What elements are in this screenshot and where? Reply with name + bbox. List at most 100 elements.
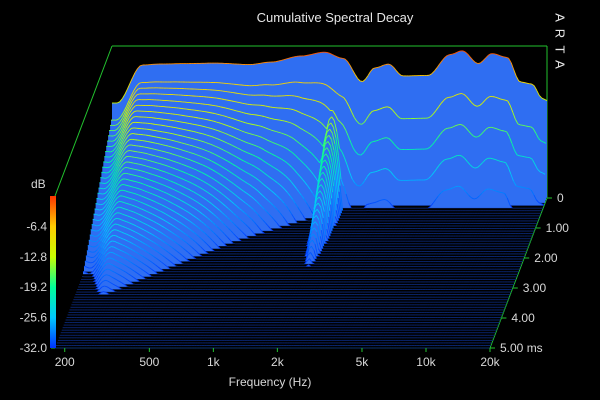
slice-curve	[218, 105, 221, 108]
slice-curve	[121, 201, 125, 204]
slice-curve	[183, 248, 187, 251]
slice-curve	[311, 227, 315, 231]
slice-curve	[117, 223, 121, 226]
slice-curve	[533, 194, 537, 201]
slice-curve	[510, 173, 514, 182]
slice-curve	[122, 195, 126, 198]
slice-curve	[258, 203, 262, 207]
slice-curve	[110, 219, 114, 224]
slice-curve	[224, 141, 228, 144]
slice-curve	[263, 208, 268, 213]
slice-curve	[170, 261, 174, 264]
slice-curve	[231, 126, 235, 129]
slice-curve	[171, 195, 175, 198]
slice-curve	[252, 208, 256, 213]
slice-curve	[113, 160, 118, 166]
slice-curve	[274, 142, 278, 145]
slice-curve	[92, 235, 96, 237]
slice-curve	[143, 183, 146, 186]
slice-curve	[101, 231, 105, 236]
slice-curve	[166, 265, 170, 269]
slice-curve	[257, 156, 261, 160]
slice-curve	[103, 238, 107, 244]
slice-curve	[301, 97, 305, 99]
slice-curve	[292, 152, 296, 156]
slice-curve	[126, 124, 131, 130]
slice-curve	[172, 188, 176, 191]
slice-curve	[489, 188, 493, 191]
slice-curve	[222, 231, 226, 236]
slice-curve	[244, 181, 248, 184]
slice-curve	[266, 211, 270, 215]
slice-curve	[459, 154, 463, 157]
slice-curve	[240, 139, 244, 142]
slice-curve	[222, 176, 227, 179]
slice-curve	[99, 248, 104, 254]
slice-curve	[491, 189, 495, 191]
slice-curve	[174, 154, 178, 156]
slice-curve	[155, 208, 159, 211]
slice-curve	[190, 152, 194, 155]
slice-curve	[116, 173, 120, 179]
slice-curve	[200, 179, 204, 182]
slice-curve	[159, 203, 162, 206]
slice-curve	[128, 95, 132, 101]
slice-curve	[377, 108, 380, 111]
slice-curve	[108, 161, 112, 163]
slice-curve	[214, 137, 218, 140]
slice-curve	[155, 188, 159, 191]
slice-curve	[272, 166, 276, 169]
slice-curve	[218, 122, 222, 124]
slice-curve	[243, 221, 247, 226]
slice-curve	[209, 176, 213, 179]
slice-curve	[345, 193, 350, 203]
slice-curve	[181, 215, 186, 219]
slice-curve	[236, 156, 240, 159]
slice-curve	[225, 133, 229, 136]
slice-curve	[132, 91, 137, 96]
slice-curve	[311, 245, 315, 251]
slice-curve	[467, 130, 472, 134]
slice-curve	[484, 97, 488, 102]
slice-curve	[322, 159, 326, 163]
slice-curve	[318, 248, 322, 255]
slice-curve	[437, 192, 442, 197]
slice-curve	[143, 216, 147, 219]
slice-curve	[137, 200, 141, 203]
slice-curve	[151, 213, 155, 216]
slice-curve	[327, 223, 331, 237]
slice-curve	[193, 191, 197, 194]
slice-curve	[476, 105, 480, 107]
slice-curve	[508, 136, 513, 144]
slice-curve	[138, 226, 142, 230]
slice-curve	[150, 219, 155, 222]
slice-curve	[141, 158, 145, 160]
slice-curve	[240, 219, 244, 223]
slice-curve	[249, 216, 253, 220]
slice-curve	[150, 154, 154, 156]
slice-curve	[241, 210, 245, 213]
slice-curve	[156, 168, 160, 171]
slice-curve	[221, 123, 225, 125]
slice-curve	[328, 151, 333, 163]
slice-curve	[94, 249, 98, 253]
slice-curve	[357, 78, 361, 82]
slice-curve	[95, 219, 98, 221]
slice-curve	[485, 55, 489, 59]
slice-curve	[128, 173, 132, 176]
slice-curve	[193, 153, 197, 155]
slice-curve	[479, 103, 483, 106]
slice-curve	[122, 128, 127, 134]
slice-curve	[211, 248, 215, 252]
slice-curve	[203, 223, 207, 226]
slice-curve	[145, 171, 148, 174]
slice-curve	[471, 197, 475, 200]
slice-curve	[183, 149, 186, 152]
slice-curve	[201, 196, 205, 199]
slice-curve	[86, 250, 90, 252]
slice-curve	[388, 63, 392, 66]
slice-curve	[234, 101, 238, 103]
slice-curve	[265, 223, 269, 227]
slice-curve	[301, 178, 306, 183]
slice-curve	[115, 123, 118, 126]
